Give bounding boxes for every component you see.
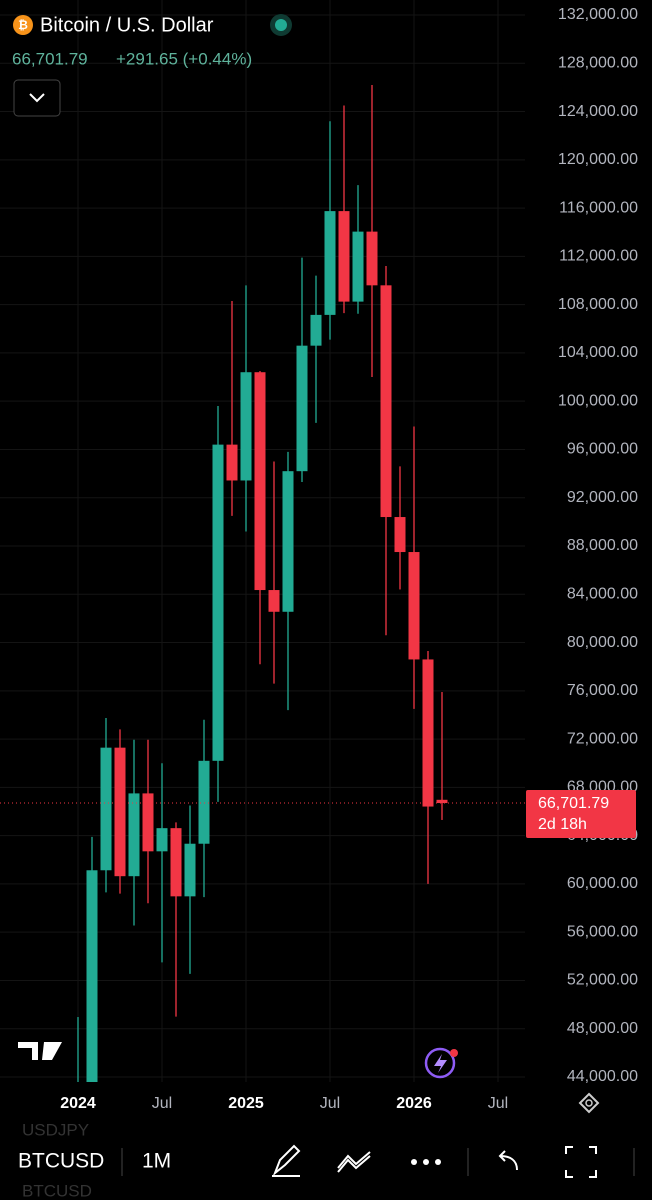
y-tick-label: 52,000.00	[567, 972, 638, 989]
candle-body	[380, 285, 392, 518]
y-tick-label: 44,000.00	[567, 1068, 638, 1085]
y-tick-label: 92,000.00	[567, 489, 638, 506]
ghost-symbol: BTCUSD	[22, 1181, 92, 1200]
candle-body	[100, 747, 112, 871]
y-tick-label: 72,000.00	[567, 730, 638, 747]
y-tick-label: 128,000.00	[558, 54, 638, 71]
y-tick-label: 116,000.00	[559, 199, 638, 216]
y-tick-label: 56,000.00	[567, 923, 638, 940]
tv-logo	[18, 1042, 62, 1060]
candle-body	[254, 372, 266, 591]
candle-body	[184, 843, 196, 897]
more-icon[interactable]	[411, 1159, 417, 1165]
more-icon	[435, 1159, 441, 1165]
candle-body	[436, 799, 448, 804]
candle-body	[338, 211, 350, 302]
y-tick-label: 104,000.00	[558, 344, 638, 361]
candle-body	[212, 444, 224, 761]
y-tick-label: 48,000.00	[567, 1020, 638, 1037]
candle-body	[240, 372, 252, 481]
draw-icon[interactable]	[272, 1144, 301, 1177]
market-status-dot	[275, 19, 287, 31]
candle-body	[170, 828, 182, 897]
y-tick-label: 80,000.00	[567, 634, 638, 651]
candle-body	[352, 231, 364, 302]
settings-icon[interactable]	[578, 1092, 600, 1114]
spark-icon	[434, 1054, 447, 1073]
candle-body	[324, 211, 336, 315]
candle-body	[142, 793, 154, 852]
y-tick-label: 100,000.00	[558, 392, 638, 409]
chevron-icon	[29, 93, 45, 103]
price-tag-value: 66,701.79	[538, 795, 609, 812]
settings-dot	[585, 1099, 593, 1107]
candle-body	[296, 345, 308, 472]
y-tick-label: 76,000.00	[567, 682, 638, 699]
candle-body	[268, 590, 280, 612]
fullscreen-icon[interactable]	[565, 1146, 597, 1178]
candle-body	[86, 870, 98, 1082]
price-tag	[526, 790, 636, 839]
x-tick-label: Jul	[488, 1095, 508, 1112]
x-tick-label: Jul	[152, 1095, 172, 1112]
y-tick-label: 112,000.00	[559, 248, 638, 265]
x-tick-label: 2026	[396, 1095, 432, 1112]
candle-body	[394, 517, 406, 553]
price-change: +291.65 (+0.44%)	[116, 49, 252, 68]
y-tick-label: 108,000.00	[558, 296, 638, 313]
y-tick-label: 124,000.00	[558, 103, 638, 120]
y-tick-label: 88,000.00	[567, 537, 638, 554]
candle-body	[156, 828, 168, 852]
price-tag-countdown: 2d 18h	[538, 816, 587, 833]
symbol-title: Bitcoin / U.S. Dollar	[40, 14, 214, 36]
more-icon	[423, 1159, 429, 1165]
assistant-icon[interactable]	[424, 1047, 456, 1079]
candle-body	[226, 444, 238, 481]
x-tick-label: 2024	[60, 1095, 96, 1112]
toolbar-symbol[interactable]: BTCUSD	[18, 1150, 104, 1173]
candles	[77, 84, 448, 1082]
toolbar-interval[interactable]: 1M	[142, 1150, 171, 1173]
indicators-icon[interactable]	[337, 1151, 371, 1173]
candle-body	[114, 747, 126, 877]
bitcoin-icon	[13, 15, 33, 35]
y-tick-label: 96,000.00	[567, 441, 638, 458]
candle-body	[408, 552, 420, 660]
candle-body	[310, 314, 322, 346]
overlay: 66,701.79 2d 18h	[0, 790, 636, 839]
ghost-symbol: USDJPY	[22, 1120, 89, 1139]
candle-body	[198, 760, 210, 844]
x-tick-label: Jul	[320, 1095, 340, 1112]
y-tick-label: 60,000.00	[567, 875, 638, 892]
y-tick-label: 84,000.00	[567, 585, 638, 602]
y-tick-label: 120,000.00	[558, 151, 638, 168]
x-tick-label: 2025	[228, 1095, 264, 1112]
candle-body	[422, 659, 434, 807]
candle-body	[128, 793, 140, 877]
candle-body	[366, 231, 378, 286]
bitcoin-glyph: ₿	[18, 18, 28, 32]
candle-body	[282, 471, 294, 612]
y-tick-label: 132,000.00	[558, 6, 638, 23]
last-price: 66,701.79	[12, 49, 88, 68]
notify-dot	[450, 1049, 458, 1057]
collapse-button[interactable]	[13, 79, 61, 117]
undo-icon[interactable]	[498, 1150, 518, 1171]
